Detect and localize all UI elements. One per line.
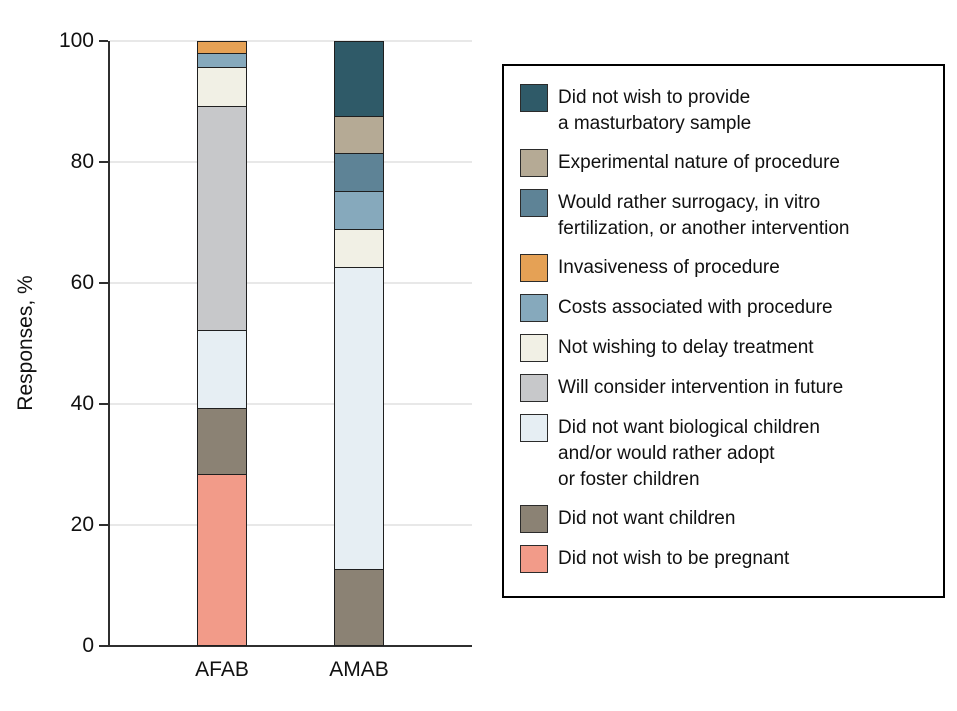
gridline-y-80 xyxy=(110,161,472,163)
segment-amab-did-not-wish-to-provide-a-masturbatory-s xyxy=(334,41,384,117)
legend-swatch xyxy=(520,374,548,402)
gridline-y-100 xyxy=(110,40,472,42)
segment-afab-not-wishing-to-delay-treatment xyxy=(197,67,247,107)
y-tick-80 xyxy=(99,161,108,163)
segment-amab-did-not-want-children xyxy=(334,570,384,646)
legend-row: Experimental nature of procedure xyxy=(520,149,935,177)
legend-label: Did not wish to be pregnant xyxy=(558,548,790,569)
legend-label: Would rather surrogacy, in vitro fertili… xyxy=(558,192,850,239)
legend: Did not wish to provide a masturbatory s… xyxy=(502,64,945,598)
legend-row: Not wishing to delay treatment xyxy=(520,334,935,362)
y-axis-line xyxy=(108,41,110,647)
legend-swatch xyxy=(520,294,548,322)
segment-amab-not-wishing-to-delay-treatment xyxy=(334,230,384,268)
legend-swatch xyxy=(520,414,548,442)
legend-label: Will consider intervention in future xyxy=(558,377,844,398)
bar-afab xyxy=(197,41,247,646)
legend-swatch xyxy=(520,254,548,282)
legend-row: Did not want biological children and/or … xyxy=(520,414,935,493)
y-axis-title: Responses, % xyxy=(14,275,37,411)
legend-swatch xyxy=(520,149,548,177)
y-tick-label-60: 60 xyxy=(70,271,94,294)
y-tick-40 xyxy=(99,403,108,405)
gridline-y-20 xyxy=(110,524,472,526)
y-tick-label-20: 20 xyxy=(70,513,94,536)
y-tick-label-100: 100 xyxy=(58,29,94,52)
segment-amab-would-rather-surrogacy-in-vitro-fertiliz xyxy=(334,154,384,193)
y-tick-60 xyxy=(99,282,108,284)
y-tick-20 xyxy=(99,524,108,526)
x-axis-line xyxy=(108,645,472,647)
plot-area xyxy=(99,40,472,647)
bar-amab xyxy=(334,41,384,646)
legend-swatch xyxy=(520,545,548,573)
segment-afab-costs-associated-with-procedure xyxy=(197,54,247,68)
y-tick-0 xyxy=(99,645,108,647)
segment-afab-will-consider-intervention-in-future xyxy=(197,106,247,331)
segment-afab-did-not-want-biological-children-and-or- xyxy=(197,330,247,410)
gridline-y-60 xyxy=(110,282,472,284)
x-category-label-amab: AMAB xyxy=(329,658,389,681)
legend-row: Would rather surrogacy, in vitro fertili… xyxy=(520,189,935,242)
segment-afab-did-not-want-children xyxy=(197,409,247,475)
y-tick-100 xyxy=(99,40,108,42)
gridline-y-40 xyxy=(110,403,472,405)
y-tick-label-0: 0 xyxy=(82,634,94,657)
legend-swatch xyxy=(520,189,548,217)
legend-row: Did not wish to be pregnant xyxy=(520,545,935,573)
legend-row: Invasiveness of procedure xyxy=(520,254,935,282)
legend-row: Did not wish to provide a masturbatory s… xyxy=(520,84,935,137)
segment-afab-did-not-wish-to-be-pregnant xyxy=(197,474,247,646)
legend-label: Invasiveness of procedure xyxy=(558,257,780,278)
legend-row: Will consider intervention in future xyxy=(520,374,935,402)
y-tick-label-40: 40 xyxy=(70,392,94,415)
y-tick-label-80: 80 xyxy=(70,150,94,173)
legend-row: Costs associated with procedure xyxy=(520,294,935,322)
segment-amab-experimental-nature-of-procedure xyxy=(334,116,384,155)
legend-label: Experimental nature of procedure xyxy=(558,152,840,173)
segment-amab-costs-associated-with-procedure xyxy=(334,192,384,231)
legend-label: Costs associated with procedure xyxy=(558,297,833,318)
legend-label: Did not want children xyxy=(558,508,736,529)
segment-amab-did-not-want-biological-children-and-or- xyxy=(334,267,384,571)
legend-row: Did not want children xyxy=(520,505,935,533)
segment-afab-invasiveness-of-procedure xyxy=(197,41,247,55)
legend-swatch xyxy=(520,505,548,533)
legend-label: Did not wish to provide a masturbatory s… xyxy=(558,87,752,134)
legend-label: Did not want biological children and/or … xyxy=(558,417,820,490)
x-category-label-afab: AFAB xyxy=(195,658,249,681)
legend-label: Not wishing to delay treatment xyxy=(558,337,814,358)
legend-swatch xyxy=(520,84,548,112)
legend-swatch xyxy=(520,334,548,362)
